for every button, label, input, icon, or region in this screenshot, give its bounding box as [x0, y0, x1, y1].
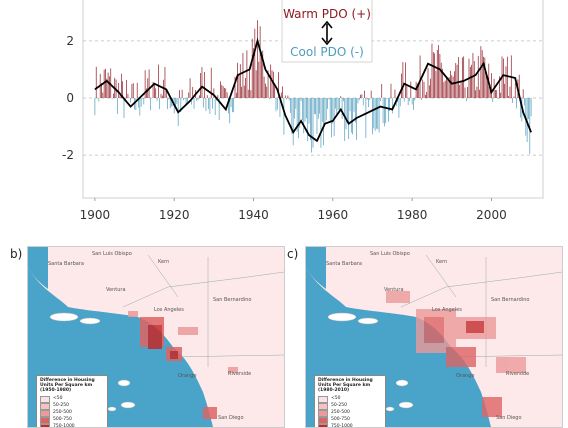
legend-swatch: [318, 416, 328, 424]
legend-item: 50-250: [40, 402, 104, 410]
place-label: San Bernardino: [213, 297, 252, 303]
place-label: Kern: [436, 259, 448, 265]
y-tick-label: 0: [66, 91, 74, 105]
cool-pdo-label: Cool PDO (-): [290, 45, 364, 59]
legend-label: 250-500: [53, 410, 72, 416]
legend-label: 250-500: [331, 410, 350, 416]
x-tick-label: 1940: [238, 208, 269, 222]
housing-map-1980-2010: San Luis Obispo Santa Barbara Kern Ventu…: [305, 246, 563, 428]
housing-map-1950-1980: San Luis Obispo Santa Barbara Kern Ventu…: [27, 246, 285, 428]
legend-item: 250-500: [318, 409, 382, 417]
legend-item: <50: [318, 395, 382, 403]
legend-item: 50-250: [318, 402, 382, 410]
place-label: San Bernardino: [491, 297, 530, 303]
double-arrow-icon: [321, 20, 333, 46]
place-label: Ventura: [106, 287, 126, 293]
legend-item: <50: [40, 395, 104, 403]
legend-label: 500-750: [53, 417, 72, 423]
place-label: San Diego: [496, 415, 522, 421]
x-tick-label: 1900: [80, 208, 111, 222]
legend-swatch: [40, 423, 50, 427]
panel-label-b: b): [10, 247, 23, 261]
legend-swatch: [40, 395, 50, 403]
place-label: Santa Barbara: [326, 261, 362, 267]
y-tick-label: 2: [66, 34, 74, 48]
x-tick-label: 1920: [159, 208, 190, 222]
place-label: Los Angeles: [432, 307, 462, 313]
legend-swatch: [318, 423, 328, 427]
legend-swatch: [318, 409, 328, 417]
map-legend: Difference in Housing Units Per Square k…: [314, 375, 386, 428]
x-tick-label: 1980: [397, 208, 428, 222]
legend-swatch: [40, 409, 50, 417]
panel-label-c: c): [287, 247, 299, 261]
x-tick-label: 1960: [318, 208, 349, 222]
place-label: Los Angeles: [154, 307, 184, 313]
legend-swatch: [40, 402, 50, 410]
place-label: Orange: [456, 373, 475, 379]
legend-title: Difference in Housing Units Per Square k…: [40, 378, 95, 394]
legend-label: 500-750: [331, 417, 350, 423]
legend-title: Difference in Housing Units Per Square k…: [318, 378, 373, 394]
y-tick-label: -2: [62, 148, 74, 162]
legend-label: <50: [53, 396, 63, 402]
pdo-annotation: Warm PDO (+) Cool PDO (-): [281, 0, 373, 63]
legend-label: 50-250: [331, 403, 347, 409]
legend-item: 250-500: [40, 409, 104, 417]
place-label: Santa Barbara: [48, 261, 84, 267]
place-label: Riverside: [506, 371, 530, 377]
map-legend: Difference in Housing Units Per Square k…: [36, 375, 108, 428]
legend-label: 750-1000: [331, 424, 353, 428]
legend-swatch: [318, 402, 328, 410]
place-label: Orange: [178, 373, 197, 379]
place-label: Kern: [158, 259, 170, 265]
warm-pdo-label: Warm PDO (+): [283, 7, 371, 21]
place-label: Ventura: [384, 287, 404, 293]
smoothed-pdo-line: [94, 37, 532, 143]
legend-label: 50-250: [53, 403, 69, 409]
legend-swatch: [40, 416, 50, 424]
legend-item: 500-750: [40, 416, 104, 424]
x-tick-label: 2000: [476, 208, 507, 222]
legend-swatch: [318, 395, 328, 403]
legend-item: 500-750: [318, 416, 382, 424]
legend-label: 750-1000: [53, 424, 75, 428]
place-label: San Luis Obispo: [92, 251, 132, 257]
legend-label: <50: [331, 396, 341, 402]
pdo-chart: 2 0 -2 1900 1920 1940 1960 1980 2000 Warm PDO (…: [62, 0, 544, 222]
place-label: San Luis Obispo: [370, 251, 410, 257]
place-label: San Diego: [218, 415, 244, 421]
place-label: Riverside: [228, 371, 252, 377]
